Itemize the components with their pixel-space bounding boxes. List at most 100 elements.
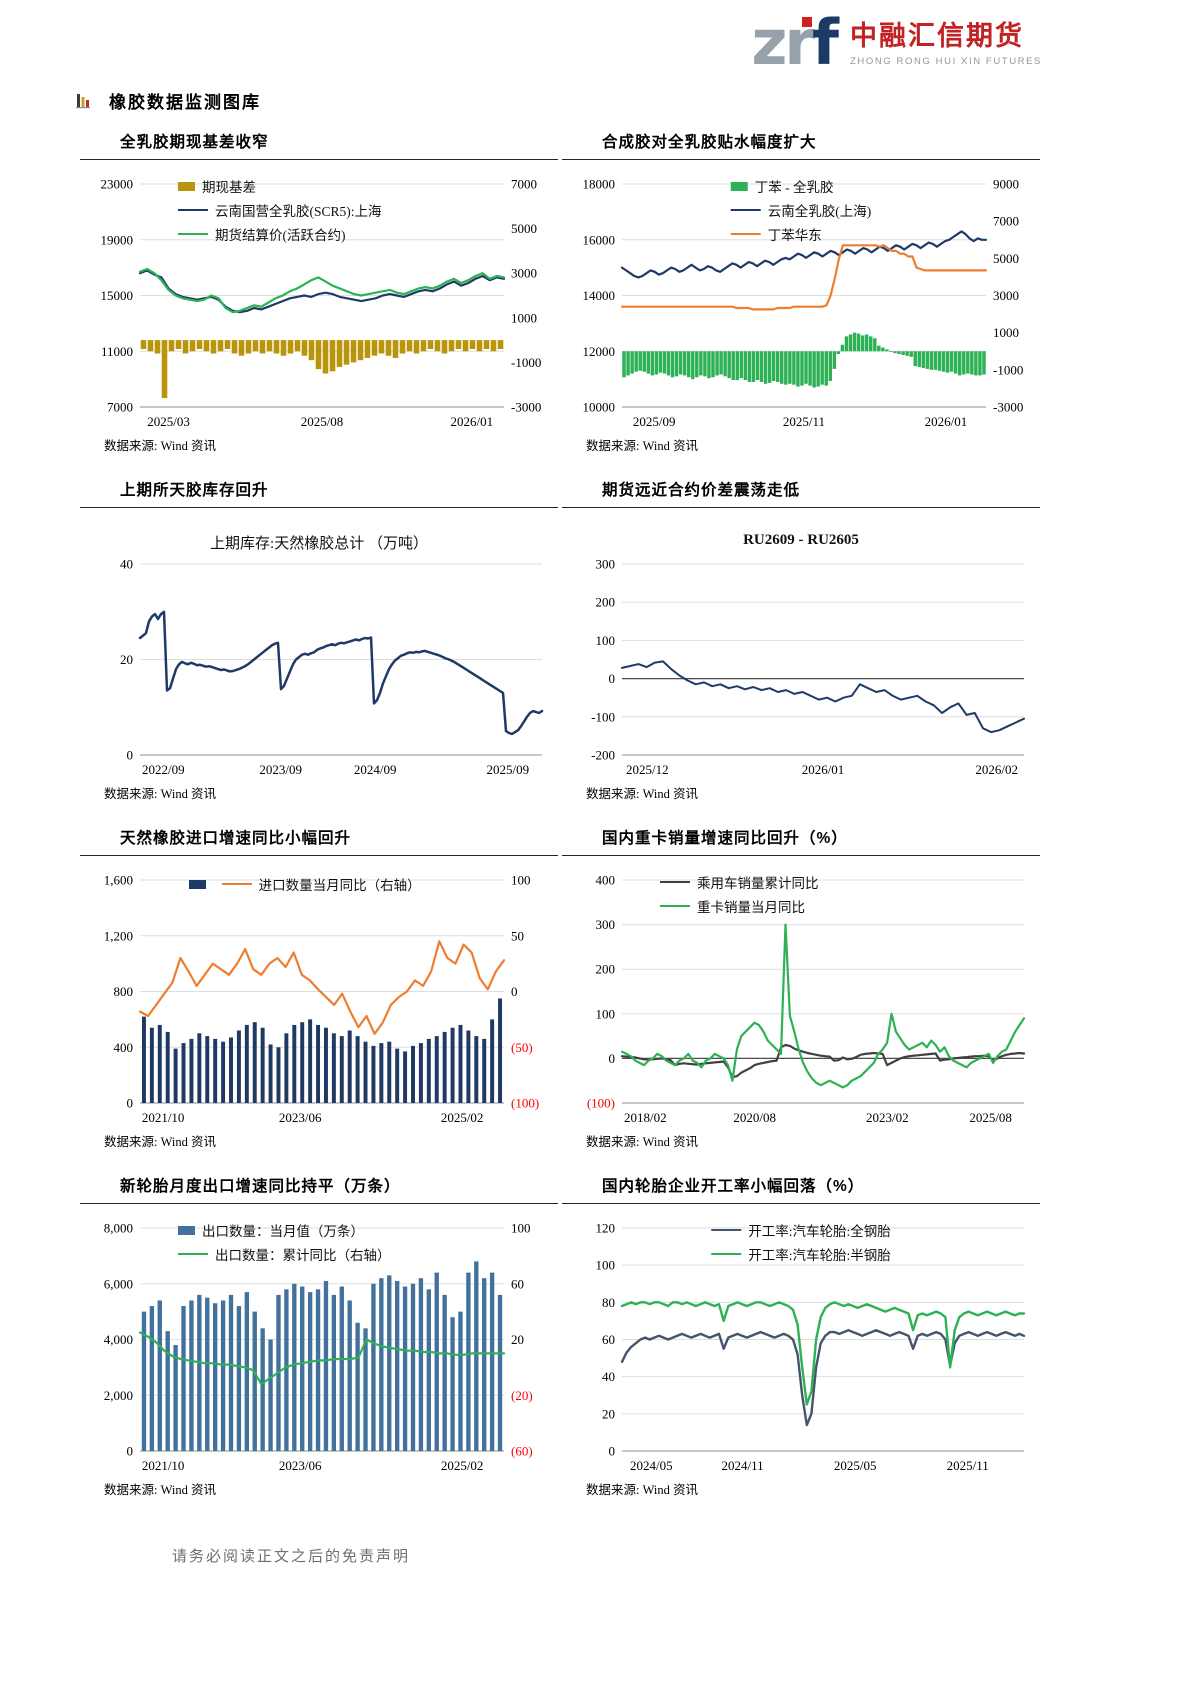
svg-text:(60): (60)	[511, 1444, 533, 1459]
chart-series-1	[620, 923, 1026, 1089]
chart-legend: 进口数量当月同比（右轴）	[188, 874, 421, 894]
svg-text:4,000: 4,000	[104, 1332, 133, 1347]
svg-text:(100): (100)	[511, 1096, 539, 1111]
gridlines	[140, 563, 542, 660]
chart-title: 期货远近合约价差震荡走低	[562, 478, 1040, 508]
legend-item: 开工率:汽车轮胎:全钢胎	[711, 1220, 891, 1240]
svg-text:2026/02: 2026/02	[975, 762, 1018, 777]
chart-series-0	[622, 332, 986, 388]
gridlines	[622, 563, 1024, 718]
svg-text:2025/05: 2025/05	[834, 1458, 877, 1473]
chart-svg: 18000 16000 14000 12000 10000 9000 7000 5000 300…	[583, 177, 1024, 430]
svg-text:7000: 7000	[993, 214, 1019, 229]
line-swatch-icon	[178, 233, 208, 235]
brand-names: 中融汇信期货 ZHONG RONG HUI XIN FUTURES	[850, 21, 1042, 66]
svg-text:1,200: 1,200	[104, 928, 133, 943]
svg-text:2022/09: 2022/09	[142, 762, 185, 777]
legend-item: 出口数量：当月值（万条）	[178, 1220, 364, 1240]
svg-text:9000: 9000	[993, 177, 1019, 192]
chart-series-1	[620, 1301, 1026, 1406]
chart-canvas: 23000 19000 15000 11000 7000 7000 5000 3000 1000…	[80, 168, 558, 433]
legend-item: 丁苯华东	[730, 224, 822, 244]
svg-text:2023/09: 2023/09	[259, 762, 302, 777]
logo-red-dot-icon	[801, 17, 812, 27]
svg-text:2020/08: 2020/08	[733, 1110, 776, 1125]
chart-series-0	[138, 610, 544, 736]
chart-source: 数据来源: Wind 资讯	[586, 439, 698, 453]
chart-canvas: 1,600 1,200 800 400 0 100 50 0 (50) (100) 2021/10 2…	[80, 864, 558, 1129]
svg-text:1,600: 1,600	[104, 873, 133, 888]
bar-swatch-icon	[188, 879, 206, 889]
svg-text:2023/02: 2023/02	[866, 1110, 909, 1125]
chart-title: 全乳胶期现基差收窄	[80, 130, 558, 160]
svg-text:2025/09: 2025/09	[633, 414, 676, 429]
svg-text:50: 50	[511, 928, 524, 943]
chart-block-truck-sales: 国内重卡销量增速同比回升（%） 400 300 200 100 0 (100) 2018/0…	[562, 826, 1040, 1150]
svg-text:20: 20	[511, 1332, 524, 1347]
legend-label: 丁苯 - 全乳胶	[754, 180, 834, 195]
svg-text:20: 20	[120, 652, 133, 667]
svg-text:19000: 19000	[101, 232, 134, 247]
svg-text:3000: 3000	[993, 288, 1019, 303]
svg-text:100: 100	[511, 1221, 531, 1236]
chart-title: 国内重卡销量增速同比回升（%）	[562, 826, 1040, 856]
svg-text:120: 120	[596, 1221, 616, 1236]
chart-series-1	[138, 940, 506, 1035]
chart-legend: 丁苯 - 全乳胶云南全乳胶(上海) 丁苯华东	[730, 176, 871, 244]
line-swatch-icon	[711, 1229, 742, 1231]
svg-text:7000: 7000	[107, 400, 133, 415]
svg-text:5000: 5000	[993, 251, 1019, 266]
svg-text:2025/12: 2025/12	[626, 762, 669, 777]
legend-item: 开工率:汽车轮胎:半钢胎	[711, 1244, 891, 1264]
svg-text:2018/02: 2018/02	[624, 1110, 667, 1125]
svg-text:40: 40	[120, 557, 133, 572]
legend-label: 开工率:汽车轮胎:半钢胎	[748, 1248, 891, 1263]
section-header: 橡胶数据监测图库	[76, 88, 261, 113]
line-swatch-icon	[730, 233, 761, 235]
chart-title: 上期所天胶库存回升	[80, 478, 558, 508]
legend-item: 重卡销量当月同比	[660, 896, 805, 916]
svg-text:6,000: 6,000	[104, 1276, 133, 1291]
line-swatch-icon	[178, 209, 208, 211]
chart-title: 合成胶对全乳胶贴水幅度扩大	[562, 130, 1040, 160]
line-swatch-icon	[178, 1253, 208, 1255]
svg-text:-3000: -3000	[511, 400, 541, 415]
svg-text:-100: -100	[591, 709, 615, 724]
brand-logo: zrf	[751, 12, 839, 74]
svg-text:(100): (100)	[587, 1096, 615, 1111]
chart-svg: 300 200 100 0 -100 -200 2025/12 2026/01 2026/02	[591, 557, 1025, 777]
chart-block-calendar-spread: 期货远近合约价差震荡走低 300 200 100 0 -100 -200 2025/12 20…	[562, 478, 1040, 802]
chart-canvas: 40 20 0 2022/09 2023/09 2024/09 2025/09 上期库存:天然…	[80, 516, 558, 781]
chart-series-1	[138, 269, 506, 314]
chart-source: 数据来源: Wind 资讯	[104, 1135, 216, 1149]
legend-item: 云南全乳胶(上海)	[730, 200, 871, 220]
legend-label: 重卡销量当月同比	[697, 900, 805, 915]
chart-title: 新轮胎月度出口增速同比持平（万条）	[80, 1174, 558, 1204]
chart-series-1	[620, 230, 988, 279]
gridlines	[140, 879, 504, 1048]
svg-text:2023/06: 2023/06	[279, 1110, 322, 1125]
svg-text:400: 400	[114, 1040, 134, 1055]
bar-swatch-icon	[730, 181, 748, 191]
gridlines	[622, 183, 986, 352]
svg-text:16000: 16000	[583, 232, 616, 247]
chart-source: 数据来源: Wind 资讯	[104, 787, 216, 801]
footer-disclaimer: 请务必阅读正文之后的免责声明	[172, 1548, 411, 1565]
svg-text:2021/10: 2021/10	[142, 1110, 185, 1125]
svg-text:10000: 10000	[583, 400, 616, 415]
svg-text:0: 0	[609, 1051, 616, 1066]
svg-text:1000: 1000	[511, 310, 537, 325]
line-swatch-icon	[660, 905, 690, 907]
svg-text:2025/02: 2025/02	[441, 1110, 484, 1125]
chart-title: 天然橡胶进口增速同比小幅回升	[80, 826, 558, 856]
svg-text:15000: 15000	[101, 288, 134, 303]
gridlines	[140, 183, 504, 352]
chart-source: 数据来源: Wind 资讯	[104, 439, 216, 453]
svg-text:200: 200	[596, 595, 616, 610]
chart-block-imports: 天然橡胶进口增速同比小幅回升 1,600 1,200 800 400 0 100 50 0 (5…	[80, 826, 558, 1150]
svg-text:2021/10: 2021/10	[142, 1458, 185, 1473]
svg-text:0: 0	[609, 1444, 616, 1459]
svg-text:800: 800	[114, 984, 134, 999]
svg-text:12000: 12000	[583, 344, 616, 359]
